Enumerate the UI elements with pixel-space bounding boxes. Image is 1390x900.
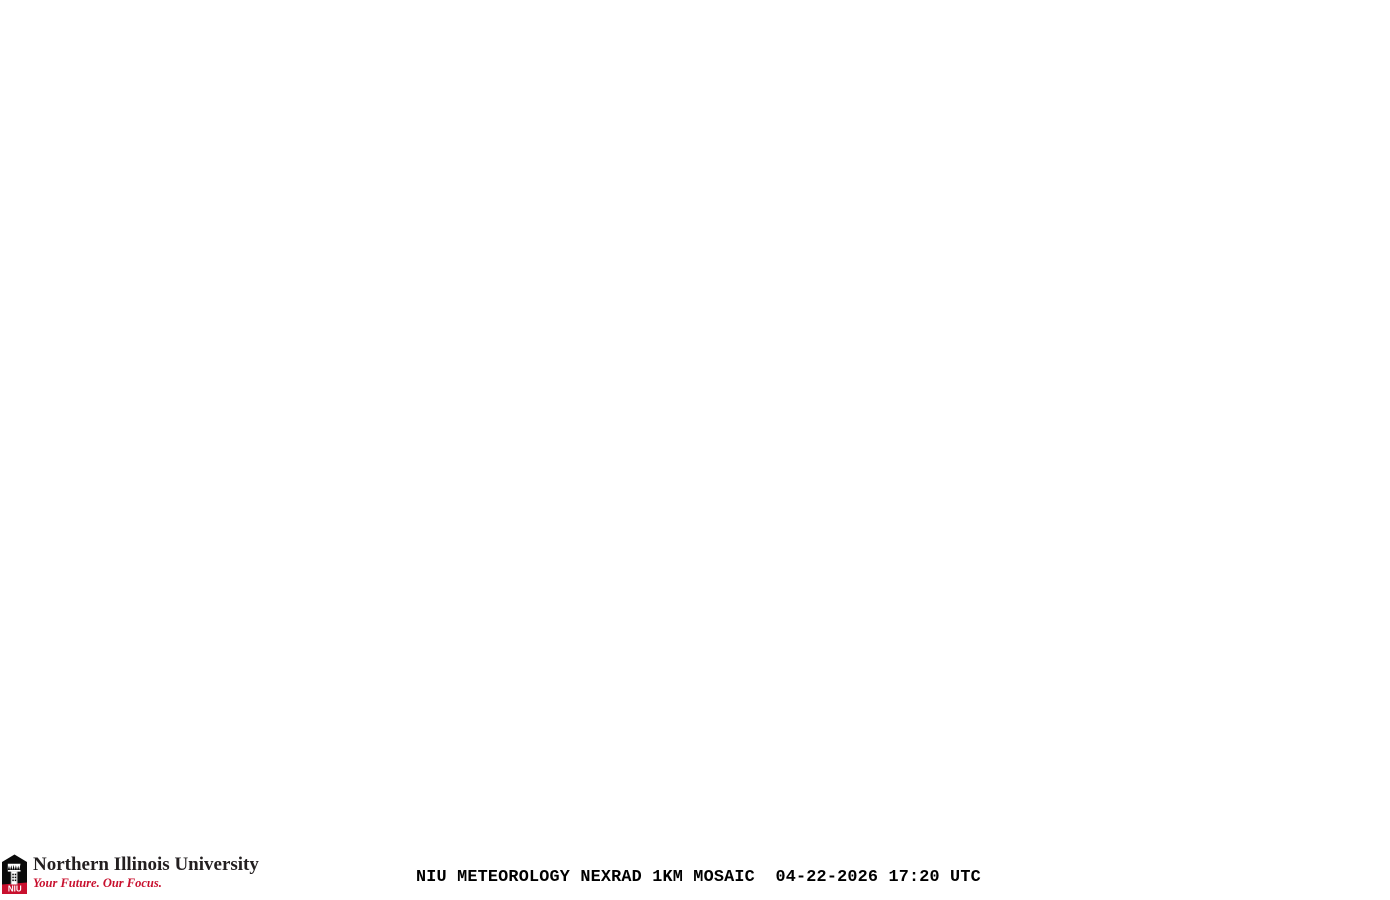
svg-text:NIU: NIU <box>8 885 22 894</box>
